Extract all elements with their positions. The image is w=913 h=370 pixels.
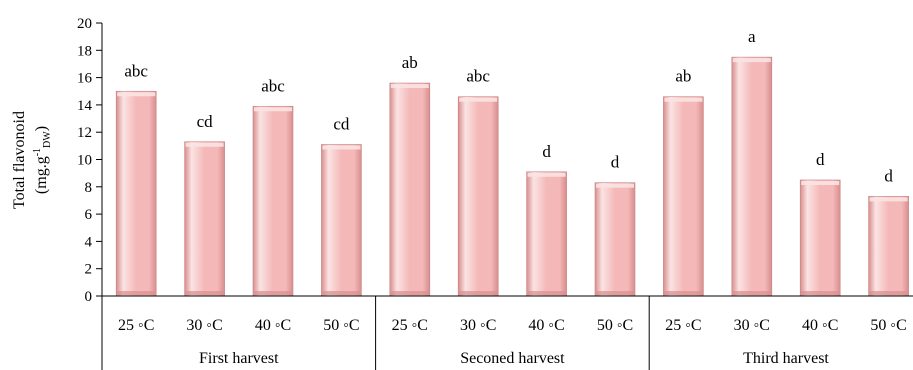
bar-significance-label: a	[748, 27, 756, 46]
bar	[115, 90, 157, 297]
x-group-label: Third harvest	[743, 350, 829, 367]
x-category-label: 40 ◦C	[528, 317, 564, 334]
x-category-label: 40 ◦C	[802, 317, 838, 334]
bar-significance-label: cd	[333, 114, 350, 133]
x-category-label: 25 ◦C	[665, 317, 701, 334]
bar	[594, 182, 636, 297]
y-tick-label: 10	[77, 153, 92, 169]
bar-top-bevel	[664, 97, 703, 102]
bar-bottom-bevel	[459, 291, 498, 295]
x-category-label: 25 ◦C	[392, 317, 428, 334]
y-axis-unit-end: )	[33, 126, 50, 131]
bar-significance-label: ab	[675, 67, 691, 86]
bar-top-bevel	[801, 180, 840, 185]
x-category-label: 40 ◦C	[255, 317, 291, 334]
y-tick-label: 8	[85, 180, 93, 196]
x-category-label: 50 ◦C	[323, 317, 359, 334]
bar-significance-label: abc	[466, 67, 490, 86]
bar-top-bevel	[117, 92, 156, 97]
bar	[321, 144, 362, 297]
y-axis-unit-sub: DW	[42, 131, 53, 148]
bar-top-bevel	[185, 142, 224, 147]
bar-top-bevel	[254, 107, 292, 112]
bar-significance-label: abc	[261, 76, 285, 95]
y-tick-label: 14	[77, 98, 93, 114]
bar-significance-label: d	[611, 153, 620, 172]
y-tick-label: 0	[85, 289, 93, 305]
bar-bottom-bevel	[869, 291, 908, 295]
x-category-label: 50 ◦C	[870, 317, 906, 334]
bar-significance-label: cd	[197, 112, 214, 131]
y-axis-unit-main: (mg.g	[33, 156, 50, 194]
bar-top-bevel	[527, 172, 566, 177]
y-tick-label: 20	[77, 16, 92, 32]
bar-bottom-bevel	[185, 291, 224, 295]
bar	[184, 141, 225, 297]
y-axis-title-line1: Total flavonoid	[11, 111, 28, 209]
bar	[731, 56, 773, 297]
bar	[252, 105, 294, 297]
y-tick-label: 12	[77, 125, 92, 141]
bar-significance-label: abc	[124, 61, 148, 80]
x-category-label: 25 ◦C	[118, 317, 154, 334]
x-category-label: 30 ◦C	[460, 317, 496, 334]
bar-bottom-bevel	[527, 291, 566, 295]
x-category-label: 50 ◦C	[597, 317, 633, 334]
y-tick-label: 6	[85, 207, 93, 223]
x-category-label: 30 ◦C	[734, 317, 770, 334]
bar-bottom-bevel	[664, 291, 703, 295]
y-tick-label: 18	[77, 43, 92, 59]
bar	[526, 171, 567, 297]
bar	[663, 96, 704, 297]
bar-bottom-bevel	[596, 291, 634, 295]
y-tick-label: 16	[77, 71, 93, 87]
bar	[389, 82, 431, 297]
x-category-label: 30 ◦C	[186, 317, 222, 334]
bar-significance-label: d	[884, 166, 893, 185]
y-axis-unit: (mg.g-1DW)	[32, 126, 53, 194]
bar-top-bevel	[732, 58, 771, 63]
bars-layer	[115, 56, 909, 297]
bar-bottom-bevel	[801, 291, 840, 295]
y-tick-label: 2	[85, 262, 93, 278]
bar-top-bevel	[390, 84, 429, 89]
bar	[868, 196, 909, 297]
axes-layer: 0 2 4 6 8 10 12 14 16 18 20 abc 25 ◦C cd 30 ◦C abc 40 ◦C…	[77, 16, 913, 370]
y-axis-title: Total flavonoid	[11, 111, 28, 209]
bar-significance-label: ab	[402, 53, 418, 72]
bar-top-bevel	[459, 97, 498, 102]
x-group-label: First harvest	[199, 350, 279, 367]
bar	[799, 179, 841, 297]
bar-bottom-bevel	[322, 291, 361, 295]
bar-bottom-bevel	[732, 291, 771, 295]
bar-top-bevel	[322, 145, 361, 150]
y-tick-label: 4	[85, 234, 93, 250]
bar-bottom-bevel	[117, 291, 156, 295]
bar-top-bevel	[869, 197, 908, 202]
bar	[457, 96, 499, 297]
bar-bottom-bevel	[390, 291, 429, 295]
bar-bottom-bevel	[254, 291, 292, 295]
x-group-label: Seconed harvest	[460, 350, 565, 367]
bar-significance-label: d	[542, 142, 551, 161]
y-axis-unit-sup: -1	[32, 148, 43, 156]
bar-significance-label: d	[816, 150, 825, 169]
bar-top-bevel	[596, 183, 634, 188]
